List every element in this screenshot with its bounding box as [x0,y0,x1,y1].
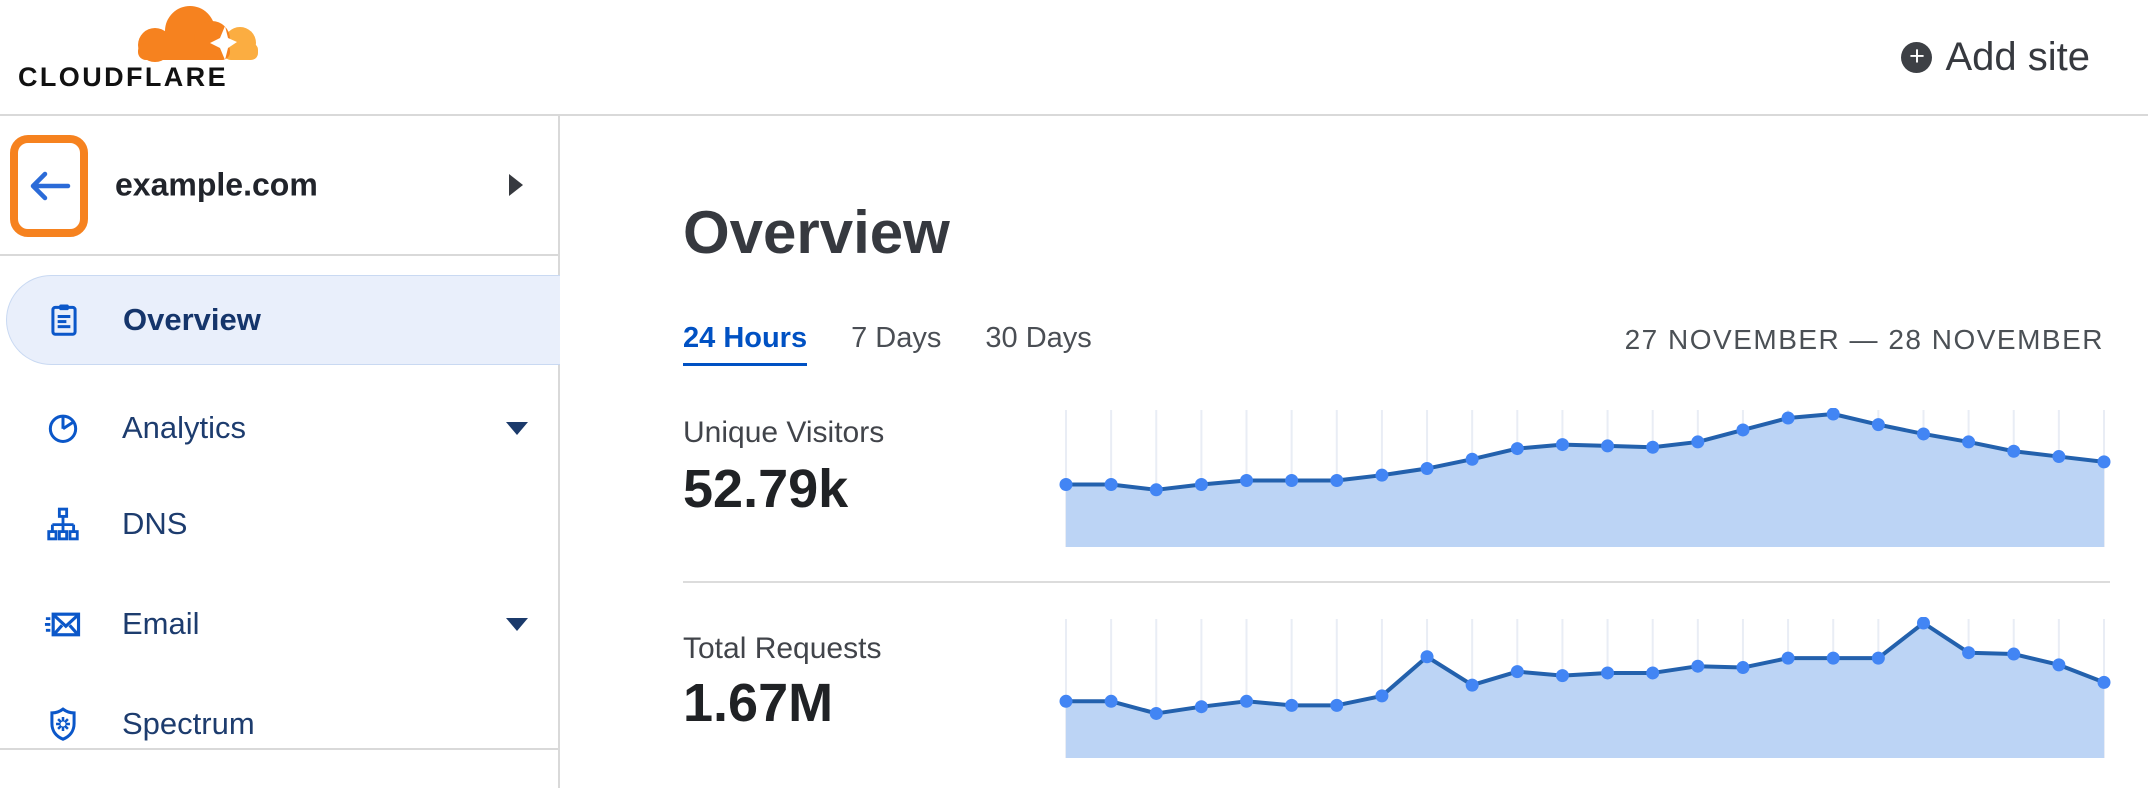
pie-chart-icon [44,409,82,447]
sidebar-item-dns[interactable]: DNS [0,478,560,570]
clipboard-icon [45,301,83,339]
plus-icon: + [1901,41,1933,73]
sidebar-item-label: Spectrum [122,706,255,741]
time-range-tabs: 24 Hours 7 Days 30 Days [683,322,1092,366]
cloudflare-cloud-icon [138,6,258,62]
sidebar-item-label: Overview [123,302,261,337]
unique-visitors-label: Unique Visitors [683,416,885,449]
site-selector-row[interactable]: example.com [0,116,560,256]
sidebar: example.com Overview Analytics [0,116,560,788]
sidebar-item-label: DNS [122,506,188,541]
cloudflare-wordmark: CLOUDFLARE [18,62,228,92]
sidebar-item-spectrum[interactable]: Spectrum [0,678,560,770]
top-header: CLOUDFLARE + Add site [0,0,2148,116]
chevron-down-icon[interactable] [506,617,528,631]
add-site-label: Add site [1945,34,2090,79]
back-button[interactable] [10,135,88,237]
sidebar-divider [0,748,558,750]
date-range-label: 27 NOVEMBER — 28 NOVEMBER [1624,324,2104,355]
unique-visitors-value: 52.79k [683,459,849,519]
sidebar-item-label: Analytics [122,410,247,445]
sidebar-item-label: Email [122,606,200,641]
tab-30-days[interactable]: 30 Days [985,322,1092,354]
total-requests-chart[interactable] [1058,617,2112,758]
cloudflare-logo[interactable]: CLOUDFLARE [18,0,268,112]
total-requests-value: 1.67M [683,673,834,733]
email-icon [44,605,82,643]
sidebar-item-email[interactable]: Email [0,578,560,670]
dns-tree-icon [44,505,82,543]
sidebar-item-analytics[interactable]: Analytics [0,382,560,474]
shield-icon [44,705,82,743]
unique-visitors-chart[interactable] [1058,408,2112,547]
tab-7-days[interactable]: 7 Days [851,322,942,354]
total-requests-label: Total Requests [683,632,882,665]
arrow-left-icon [30,171,71,201]
sidebar-item-overview[interactable]: Overview [6,275,560,365]
page-title: Overview [683,199,950,266]
site-name: example.com [115,166,318,203]
add-site-button[interactable]: + Add site [1901,34,2090,80]
chevron-right-icon[interactable] [509,174,523,196]
section-divider [683,581,2110,583]
chevron-down-icon[interactable] [506,421,528,435]
tab-24-hours[interactable]: 24 Hours [683,322,808,366]
